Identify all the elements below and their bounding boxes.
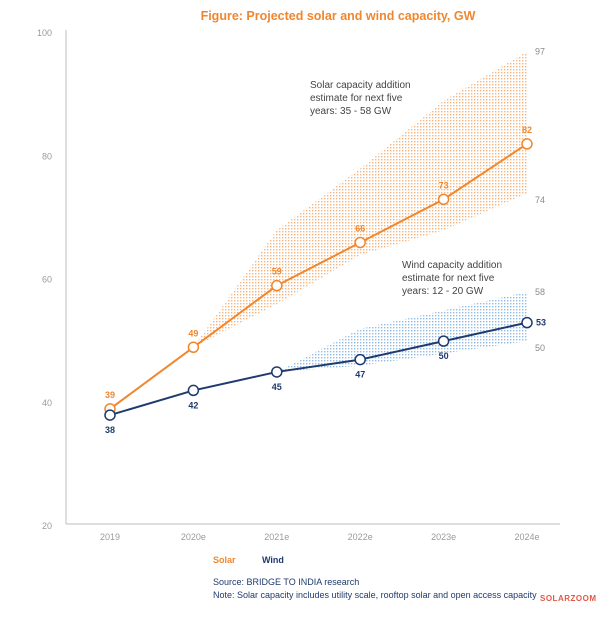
solar-data-label: 73 bbox=[439, 180, 449, 190]
y-tick-label: 100 bbox=[37, 28, 52, 38]
solar-point bbox=[354, 236, 366, 249]
solar-data-label: 59 bbox=[272, 267, 282, 277]
y-axis-ticks: 20 40 60 80 100 bbox=[37, 28, 52, 531]
solar-data-label: 82 bbox=[522, 125, 532, 135]
x-tick-label: 2019 bbox=[100, 532, 120, 542]
wind-data-label: 50 bbox=[439, 351, 449, 361]
source-text: Source: BRIDGE TO INDIA research bbox=[213, 577, 359, 587]
x-tick-label: 2020e bbox=[181, 532, 206, 542]
solar-range-lower-label: 74 bbox=[535, 195, 545, 205]
x-tick-label: 2023e bbox=[431, 532, 456, 542]
wind-point bbox=[521, 316, 533, 329]
chart-title: Figure: Projected solar and wind capacit… bbox=[201, 9, 476, 23]
solar-point bbox=[521, 138, 533, 150]
solar-series-line bbox=[109, 143, 528, 410]
solar-data-label: 49 bbox=[188, 328, 198, 338]
wind-data-label: 53 bbox=[536, 318, 546, 328]
wind-annotation: Wind capacity addition estimate for next… bbox=[402, 260, 505, 297]
wind-point bbox=[354, 353, 366, 366]
solar-range-band bbox=[193, 51, 527, 348]
solar-range-upper-label: 97 bbox=[535, 46, 545, 56]
x-tick-label: 2022e bbox=[348, 532, 373, 542]
wind-data-label: 47 bbox=[355, 370, 365, 380]
series-lines: 39 49 59 66 73 82 38 42 45 47 50 53 bbox=[104, 125, 546, 435]
solar-point bbox=[187, 341, 200, 354]
y-tick-label: 60 bbox=[42, 275, 52, 285]
solar-data-label: 66 bbox=[355, 224, 365, 234]
wind-range-lower-label: 50 bbox=[535, 343, 545, 353]
watermark-logo: SOLARZOOM bbox=[540, 594, 597, 603]
legend: Solar Wind bbox=[213, 555, 284, 565]
wind-point bbox=[271, 366, 283, 378]
legend-wind: Wind bbox=[262, 555, 284, 565]
wind-data-label: 45 bbox=[272, 382, 282, 392]
wind-annotation-line-3: years: 12 - 20 GW bbox=[402, 286, 484, 297]
x-tick-label: 2024e bbox=[514, 532, 539, 542]
solar-annotation-line-2: estimate for next five bbox=[310, 93, 403, 104]
solar-annotation-line-3: years: 35 - 58 GW bbox=[310, 106, 392, 117]
y-tick-label: 80 bbox=[42, 151, 52, 161]
wind-annotation-line-2: estimate for next five bbox=[402, 273, 495, 284]
x-axis-ticks: 2019 2020e 2021e 2022e 2023e 2024e bbox=[100, 532, 540, 542]
wind-point bbox=[104, 409, 116, 421]
range-end-labels: 97 74 58 50 bbox=[535, 46, 545, 353]
solar-data-label: 39 bbox=[105, 390, 115, 400]
y-tick-label: 20 bbox=[42, 521, 52, 531]
wind-point bbox=[187, 384, 200, 397]
solar-point bbox=[271, 279, 283, 292]
wind-range-upper-label: 58 bbox=[535, 287, 545, 297]
y-tick-label: 40 bbox=[42, 398, 52, 408]
note-text: Note: Solar capacity includes utility sc… bbox=[213, 590, 537, 600]
solar-annotation: Solar capacity addition estimate for nex… bbox=[310, 80, 413, 117]
solar-point bbox=[437, 193, 450, 206]
range-bands bbox=[193, 51, 527, 372]
wind-data-label: 38 bbox=[105, 425, 115, 435]
wind-range-band bbox=[276, 291, 527, 372]
legend-solar: Solar bbox=[213, 555, 236, 565]
wind-series-line bbox=[109, 321, 528, 417]
wind-annotation-line-1: Wind capacity addition bbox=[402, 260, 502, 271]
wind-data-label: 42 bbox=[188, 400, 198, 410]
x-tick-label: 2021e bbox=[264, 532, 289, 542]
wind-point bbox=[437, 335, 450, 347]
solar-annotation-line-1: Solar capacity addition bbox=[310, 80, 411, 91]
